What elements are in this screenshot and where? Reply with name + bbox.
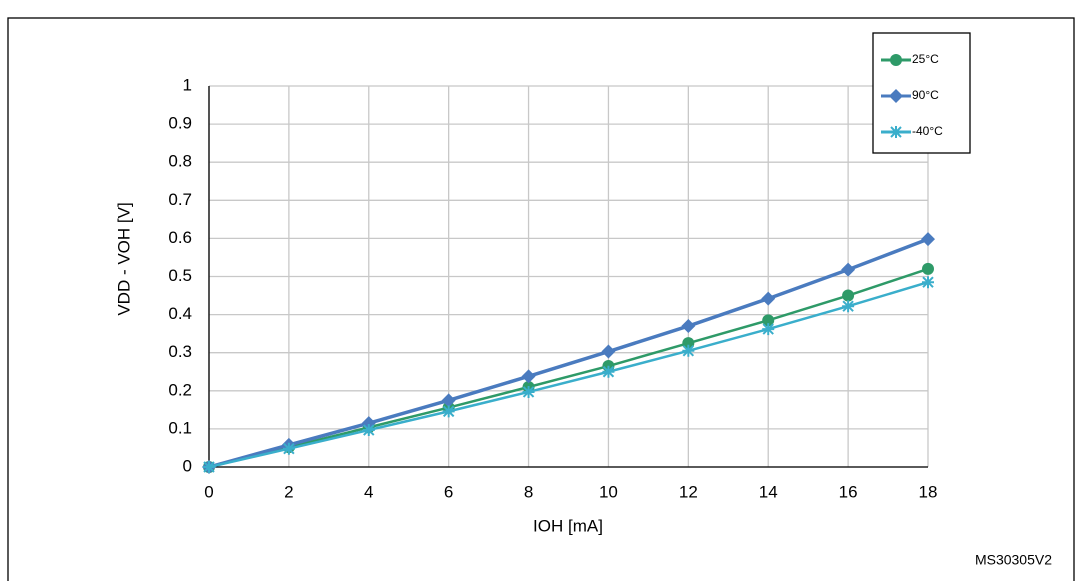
marker <box>362 424 375 437</box>
legend-label: -40°C <box>912 124 943 138</box>
y-tick-label: 0.6 <box>168 228 192 247</box>
y-tick-label: 0.9 <box>168 114 192 133</box>
marker <box>842 300 855 313</box>
x-tick-label: 14 <box>759 482 778 501</box>
legend-marker <box>890 54 902 66</box>
marker <box>682 344 695 357</box>
x-tick-label: 0 <box>204 482 213 501</box>
series-line <box>208 267 929 469</box>
marker <box>601 344 616 359</box>
y-tick-label: 0.1 <box>168 418 192 437</box>
y-tick-label: 0.3 <box>168 342 192 361</box>
x-tick-label: 8 <box>524 482 533 501</box>
series-line <box>208 281 929 469</box>
legend-label: 90°C <box>912 88 939 102</box>
x-tick-label: 4 <box>364 482 373 501</box>
y-tick-label: 0.5 <box>168 266 192 285</box>
marker <box>842 289 855 302</box>
x-tick-label: 18 <box>919 482 938 501</box>
marker <box>922 262 934 275</box>
x-axis-label: IOH [mA] <box>533 516 603 535</box>
marker <box>762 314 775 327</box>
y-tick-label: 0.8 <box>168 152 192 171</box>
series-line <box>208 237 929 469</box>
y-tick-label: 1 <box>183 75 192 94</box>
y-axis-label: VDD - VOH [V] <box>114 202 133 315</box>
marker <box>441 393 456 408</box>
x-tick-label: 6 <box>444 482 453 501</box>
legend-marker <box>889 89 903 103</box>
legend-label: 25°C <box>912 52 939 66</box>
legend-marker <box>890 126 902 138</box>
y-tick-label: 0.4 <box>168 304 192 323</box>
y-tick-label: 0 <box>183 456 192 475</box>
marker <box>682 337 695 350</box>
y-tick-label: 0.2 <box>168 380 192 399</box>
marker <box>203 461 215 473</box>
frame <box>7 17 1075 586</box>
marker <box>602 365 615 378</box>
marker <box>521 369 536 384</box>
x-tick-label: 2 <box>284 482 293 501</box>
marker <box>841 262 856 277</box>
marker <box>442 405 455 418</box>
marker <box>282 442 295 455</box>
y-tick-label: 0.7 <box>168 190 192 209</box>
figure-id: MS30305V2 <box>975 552 1052 568</box>
marker <box>922 276 934 289</box>
x-tick-label: 12 <box>679 482 698 501</box>
marker <box>921 232 935 247</box>
marker <box>761 291 776 306</box>
x-tick-label: 10 <box>599 482 618 501</box>
marker <box>681 319 696 334</box>
x-tick-label: 16 <box>839 482 858 501</box>
marker <box>762 323 775 336</box>
marker <box>522 385 535 398</box>
